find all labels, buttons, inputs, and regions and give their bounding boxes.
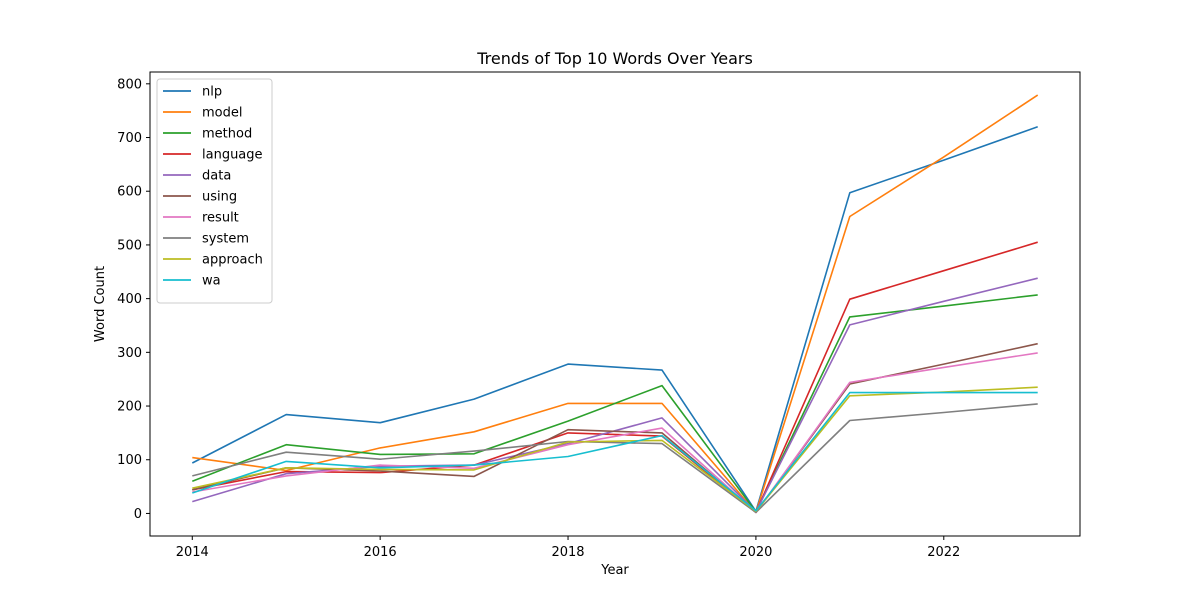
- series-line-language: [192, 241, 1038, 514]
- series-line-system: [192, 403, 1038, 514]
- y-tick-label: 700: [117, 131, 142, 146]
- legend-box: [156, 78, 273, 304]
- plot-background: [150, 72, 1080, 536]
- legend-label-model: model: [202, 106, 242, 121]
- y-tick-label: 600: [117, 185, 142, 200]
- x-tick-label: 2022: [927, 545, 960, 560]
- legend-label-using: using: [202, 190, 237, 205]
- x-tick-label: 2018: [551, 545, 584, 560]
- y-tick-label: 300: [117, 346, 142, 361]
- legend-label-result: result: [202, 211, 239, 226]
- series-lines: [191, 94, 1039, 514]
- series-line-method: [192, 294, 1038, 513]
- legend-label-method: method: [202, 127, 252, 142]
- legend-label-nlp: nlp: [202, 85, 222, 100]
- series-line-approach: [192, 386, 1038, 513]
- y-tick-label: 100: [117, 453, 142, 468]
- x-tick-label: 2014: [176, 545, 209, 560]
- y-tick-label: 200: [117, 400, 142, 415]
- legend: nlp model method language data using result sys…: [156, 78, 273, 304]
- axes: 2014 2016 2018 2020 2022 0 100 200 300 400 500 600 7…: [117, 71, 1081, 560]
- y-tick-label: 400: [117, 292, 142, 307]
- x-tick-label: 2016: [364, 545, 397, 560]
- legend-label-wa: wa: [202, 274, 221, 289]
- legend-label-approach: approach: [202, 253, 263, 268]
- plot-area: [150, 72, 1080, 536]
- series-line-nlp: [191, 126, 1038, 513]
- y-tick-label: 0: [134, 507, 142, 522]
- legend-label-system: system: [202, 232, 249, 247]
- series-line-wa: [192, 391, 1038, 512]
- series-line-result: [192, 352, 1038, 514]
- x-tick-label: 2020: [739, 545, 772, 560]
- chart-title: Trends of Top 10 Words Over Years: [476, 49, 753, 68]
- y-tick-label: 800: [117, 77, 142, 92]
- axes-frame: [149, 71, 1081, 537]
- y-tick-label: 500: [117, 238, 142, 253]
- y-axis-title: Word Count: [93, 266, 108, 342]
- legend-label-data: data: [202, 169, 231, 184]
- x-axis-title: Year: [600, 563, 629, 578]
- legend-label-language: language: [202, 148, 263, 163]
